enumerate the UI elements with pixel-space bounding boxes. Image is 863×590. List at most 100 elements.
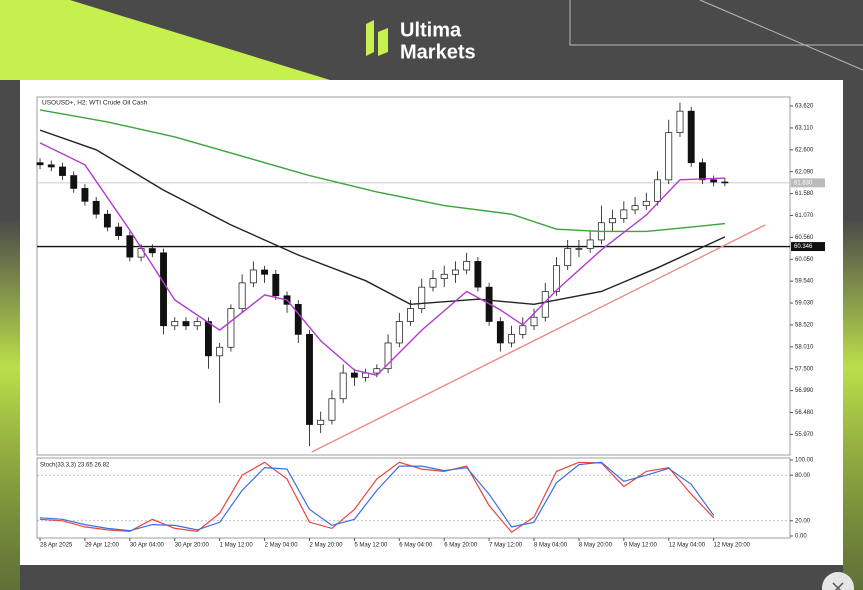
- x-tick-label: 30 Apr 04:00: [130, 543, 165, 549]
- logo: Ultima Markets: [366, 19, 476, 63]
- x-tick-label: 9 May 12:00: [624, 543, 658, 549]
- candle-body: [238, 282, 246, 309]
- y-tick-label: 59.540: [795, 279, 814, 285]
- logo-icon: [378, 28, 388, 56]
- candle-body: [70, 175, 78, 189]
- candle-body: [463, 261, 471, 271]
- candle-body: [631, 205, 639, 211]
- candle-body: [249, 269, 257, 284]
- candle-body: [182, 321, 190, 327]
- x-tick-label: 7 May 12:00: [489, 543, 523, 549]
- candle-body: [530, 316, 538, 327]
- y-tick-label: 63.620: [795, 104, 814, 110]
- candle-body: [676, 110, 684, 133]
- candle-body: [59, 166, 66, 176]
- candle-body: [407, 308, 414, 322]
- indicator-title: Stoch(33,3,3) 23.65 26.82: [40, 463, 110, 469]
- candle-body: [553, 265, 560, 292]
- candle-body: [451, 269, 459, 275]
- candle-body: [642, 200, 650, 206]
- close-button[interactable]: [822, 572, 854, 590]
- candle-body: [160, 252, 167, 327]
- candle-body: [193, 321, 201, 327]
- overlay-line: [39, 109, 725, 233]
- y-tick-label: 61.070: [795, 213, 814, 219]
- last-price-box: [791, 178, 825, 188]
- candle-body: [92, 200, 100, 215]
- x-tick-label: 2 May 20:00: [309, 543, 343, 549]
- candle-body: [620, 209, 628, 219]
- indicator-tick-label: 100.00: [795, 458, 814, 464]
- x-tick-label: 12 May 20:00: [714, 543, 751, 549]
- candle-body: [564, 248, 572, 267]
- candle-body: [81, 188, 89, 202]
- candle-body: [687, 110, 695, 164]
- candle-body: [148, 248, 156, 254]
- indicator-tick-label: 80.00: [795, 473, 811, 479]
- plot: 63.620 63.110 62.600 62.090 61.580 61.070 60.5…: [36, 102, 825, 549]
- y-tick-label: 62.600: [795, 147, 814, 153]
- candle-body: [216, 346, 224, 357]
- candle-body: [474, 261, 482, 288]
- candle-body: [373, 368, 381, 374]
- x-tick-label: 1 May 12:00: [220, 543, 254, 549]
- candle-body: [350, 372, 358, 378]
- x-tick-label: 5 May 12:00: [354, 543, 388, 549]
- y-tick-label: 56.480: [795, 410, 814, 416]
- y-tick-label: 56.990: [795, 388, 814, 394]
- y-tick-label: 62.090: [795, 169, 814, 175]
- candle-body: [440, 273, 448, 279]
- y-tick-label: 58.520: [795, 323, 814, 329]
- indicator-frame: [36, 457, 791, 539]
- candle-body: [384, 342, 392, 370]
- candle-body: [272, 273, 280, 297]
- main-frame: [36, 96, 791, 456]
- candle-body: [575, 248, 583, 250]
- last-price-label: 61.830: [794, 180, 813, 186]
- x-tick-label: 6 May 04:00: [399, 543, 433, 549]
- candle-body: [47, 164, 55, 168]
- y-tick-label: 55.970: [795, 432, 814, 438]
- y-tick-label: 59.030: [795, 301, 814, 307]
- candle-body: [418, 286, 426, 309]
- candle-body: [429, 278, 437, 288]
- candle-body: [710, 179, 718, 183]
- chart-title: USOUSD+, H2: WTI Crude Oil Cash: [42, 100, 148, 107]
- candle-body: [126, 235, 134, 258]
- candle-body: [654, 179, 661, 202]
- x-tick-label: 30 Apr 20:00: [175, 543, 210, 549]
- candle-body: [227, 308, 235, 348]
- candle-body: [609, 218, 617, 224]
- candle-body: [294, 303, 302, 335]
- x-tick-label: 8 May 20:00: [579, 543, 613, 549]
- x-tick-label: 6 May 20:00: [444, 543, 478, 549]
- candle-body: [306, 334, 313, 425]
- x-tick-label: 8 May 04:00: [534, 543, 568, 549]
- level-box: [791, 242, 825, 252]
- decor-line: [699, 0, 863, 71]
- level-label: 60.346: [794, 244, 813, 250]
- close-icon: [832, 582, 844, 590]
- indicator-tick-label: 20.00: [795, 518, 811, 524]
- x-tick-label: 28 Apr 2025: [40, 543, 73, 549]
- y-tick-label: 60.560: [795, 235, 814, 241]
- candle-body: [508, 334, 516, 344]
- candle-body: [339, 372, 347, 400]
- stoch-line: [39, 461, 715, 532]
- candle-body: [496, 321, 504, 344]
- overlay-line: [311, 224, 766, 453]
- candle-body: [36, 162, 44, 166]
- x-tick-label: 12 May 04:00: [669, 543, 706, 549]
- accent: [0, 220, 20, 590]
- brand-text: Ultima: [400, 19, 462, 41]
- candle-body: [395, 321, 403, 344]
- candle-body: [171, 321, 179, 327]
- accent: [843, 220, 863, 590]
- candle-body: [261, 269, 269, 275]
- candle-body: [698, 162, 706, 181]
- overlay-line: [39, 129, 726, 306]
- y-tick-label: 60.050: [795, 257, 814, 263]
- candle-body: [317, 419, 325, 425]
- accent: [0, 0, 330, 80]
